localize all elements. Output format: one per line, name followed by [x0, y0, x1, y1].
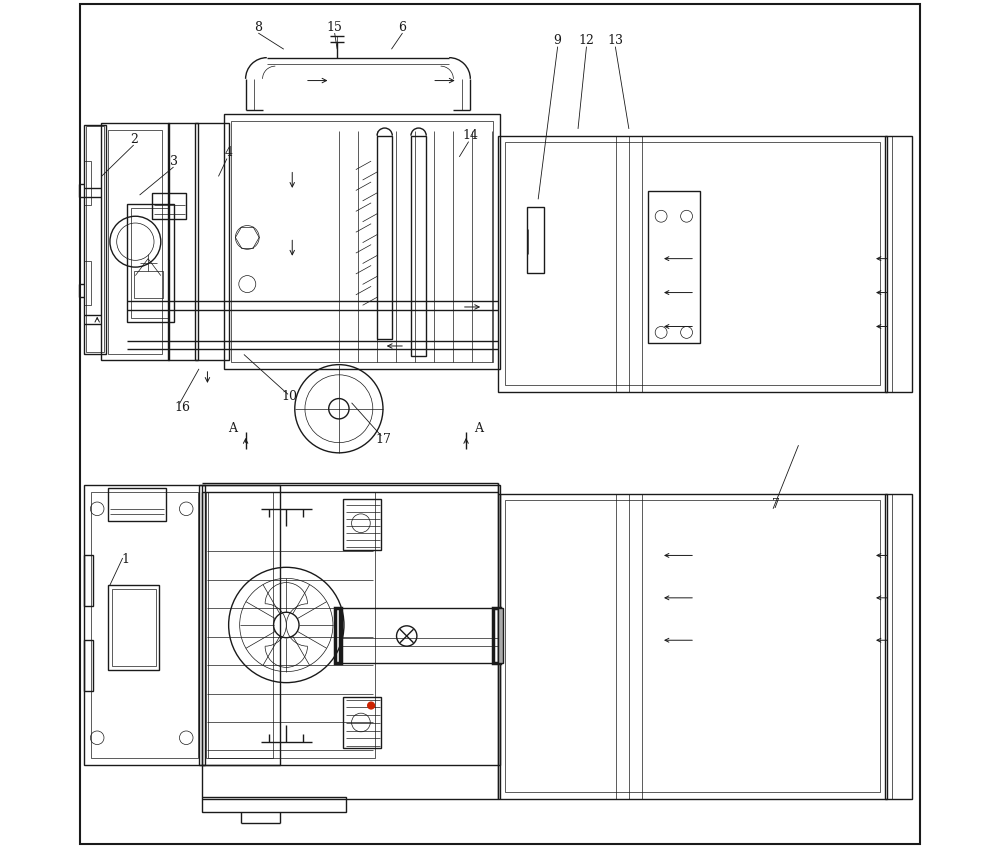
Bar [335, 608, 341, 663]
Bar [648, 191, 700, 343]
Text: 2: 2 [130, 133, 138, 147]
Bar [84, 161, 91, 205]
Bar [84, 555, 93, 606]
Bar [231, 121, 493, 362]
Text: 7: 7 [772, 498, 780, 511]
Bar [493, 608, 500, 663]
Bar [202, 485, 280, 765]
Bar [377, 136, 392, 339]
Text: 4: 4 [225, 146, 233, 159]
Text: A: A [228, 421, 237, 435]
Bar [112, 589, 156, 666]
Bar [505, 500, 880, 792]
Text: 9: 9 [554, 34, 562, 47]
Bar [202, 797, 346, 812]
Bar [411, 136, 426, 356]
Bar [206, 492, 375, 758]
Bar [498, 608, 503, 663]
Bar [108, 130, 162, 354]
Text: 14: 14 [462, 129, 478, 142]
Text: 3: 3 [170, 154, 178, 168]
Bar [885, 494, 912, 799]
Bar [108, 585, 159, 670]
Bar [152, 193, 186, 219]
Text: 6: 6 [398, 20, 406, 34]
Bar [343, 697, 381, 748]
Bar [84, 261, 91, 305]
Bar [339, 608, 500, 663]
Bar [84, 125, 106, 354]
Bar [91, 492, 198, 758]
Bar [498, 136, 887, 392]
Bar [101, 123, 169, 360]
Text: 12: 12 [579, 34, 594, 47]
Text: 15: 15 [327, 20, 343, 34]
Bar [84, 485, 205, 765]
Bar [527, 207, 544, 273]
Text: 16: 16 [174, 400, 190, 414]
Text: 17: 17 [375, 432, 391, 446]
Text: 13: 13 [607, 34, 623, 47]
Bar [131, 208, 169, 318]
Bar [885, 136, 912, 392]
Bar [195, 123, 229, 360]
Bar [86, 126, 104, 352]
Text: 8: 8 [254, 20, 262, 34]
Bar [199, 485, 500, 765]
Circle shape [368, 702, 374, 709]
Bar [168, 123, 198, 360]
Text: 10: 10 [282, 390, 298, 404]
Bar [498, 494, 887, 799]
Bar [208, 492, 273, 758]
Text: 1: 1 [121, 553, 129, 566]
Bar [127, 204, 174, 322]
Bar [505, 142, 880, 385]
Bar [108, 488, 166, 521]
Bar [224, 114, 500, 369]
Text: A: A [474, 421, 483, 435]
Bar [134, 271, 163, 298]
Bar [343, 499, 381, 550]
Bar [84, 640, 93, 691]
